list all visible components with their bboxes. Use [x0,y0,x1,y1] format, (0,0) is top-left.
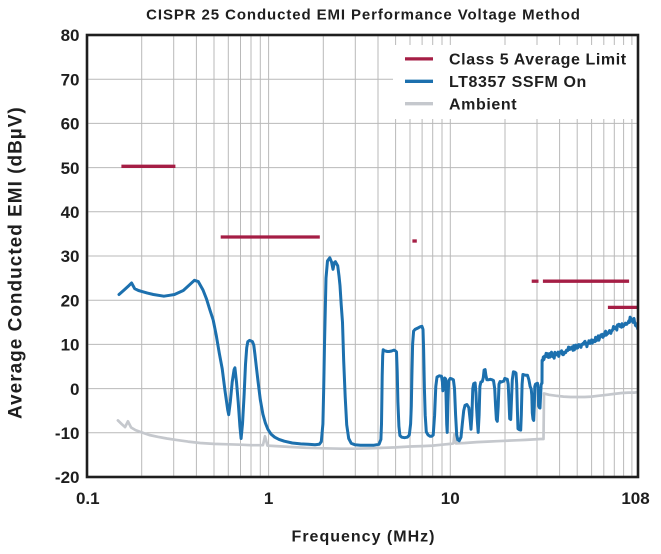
svg-text:Ambient: Ambient [449,97,517,114]
svg-text:10: 10 [441,489,460,508]
svg-text:20: 20 [61,291,80,310]
svg-text:Class 5 Average Limit: Class 5 Average Limit [449,52,627,69]
svg-text:-10: -10 [55,424,80,443]
svg-text:CISPR 25 Conducted EMI Perform: CISPR 25 Conducted EMI Performance Volta… [146,7,581,24]
svg-text:60: 60 [61,115,80,134]
svg-text:1: 1 [264,489,273,508]
svg-text:30: 30 [61,247,80,266]
svg-text:80: 80 [61,26,80,45]
svg-text:10: 10 [61,336,80,355]
svg-text:Average Conducted EMI (dBµV): Average Conducted EMI (dBµV) [6,106,27,419]
svg-text:LT8357 SSFM On: LT8357 SSFM On [449,74,587,91]
svg-text:0.1: 0.1 [76,489,100,508]
svg-text:70: 70 [61,70,80,89]
svg-text:-20: -20 [55,468,80,487]
svg-text:Frequency (MHz): Frequency (MHz) [292,529,436,546]
svg-text:40: 40 [61,203,80,222]
svg-text:50: 50 [61,159,80,178]
svg-text:0: 0 [70,380,79,399]
svg-text:108: 108 [621,489,649,508]
